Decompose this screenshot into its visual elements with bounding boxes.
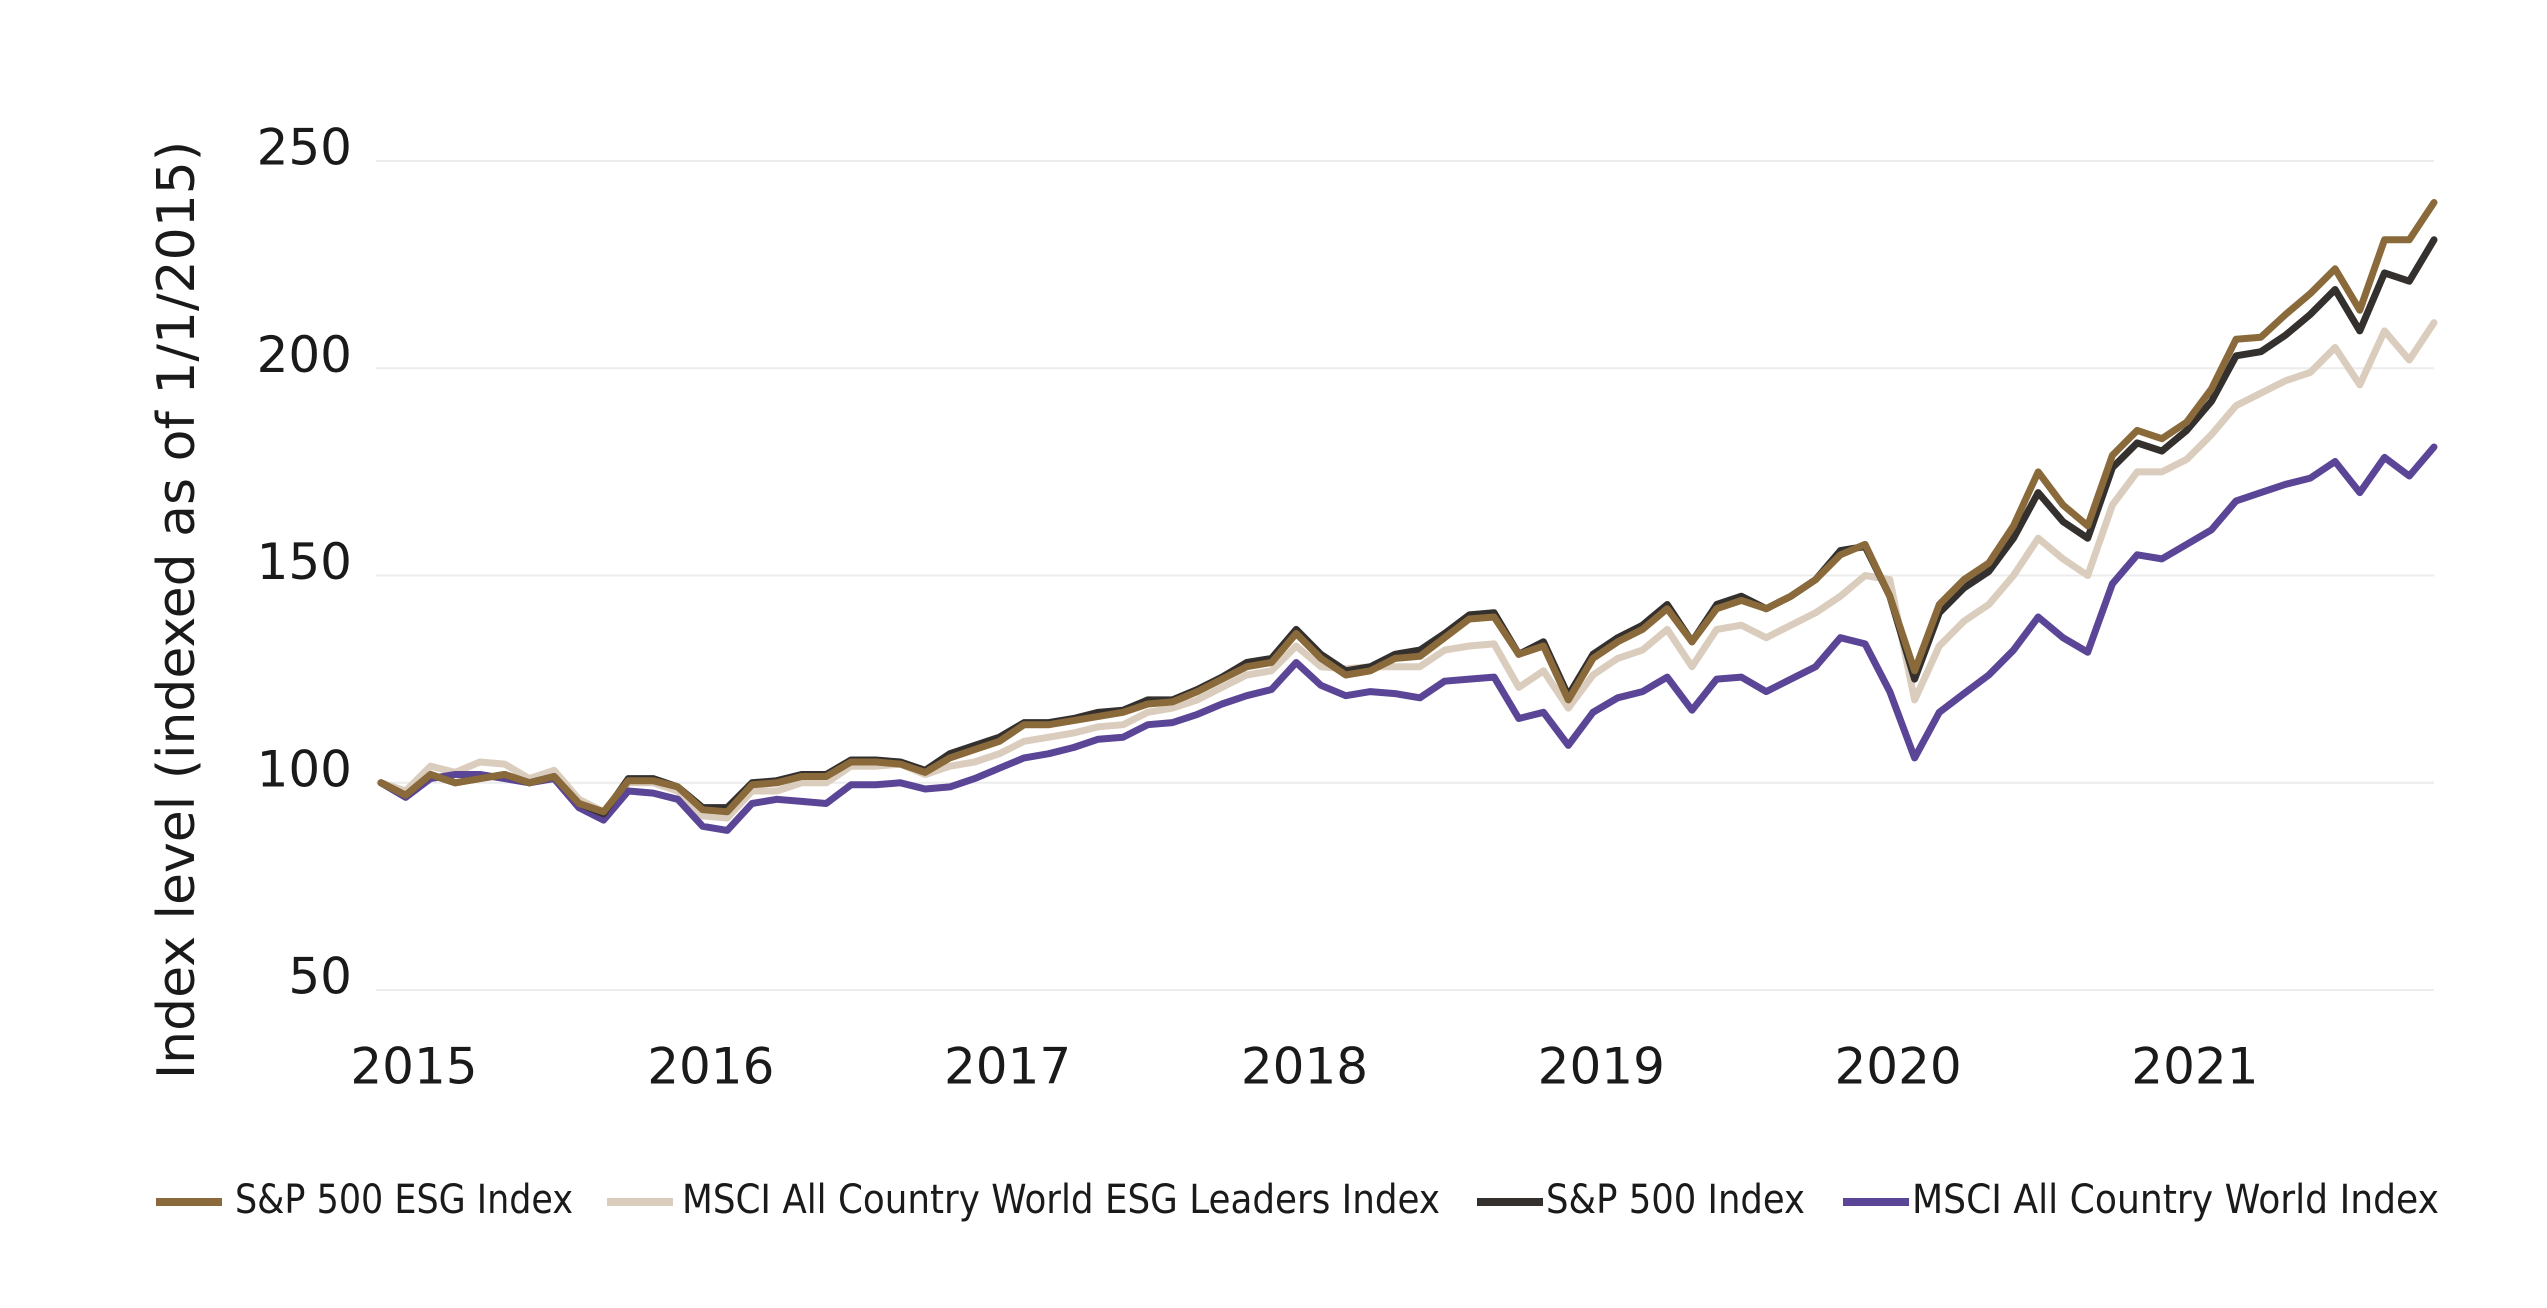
legend-label: S&P 500 ESG Index xyxy=(235,1177,573,1223)
x-tick-label: 2017 xyxy=(944,1038,1071,1096)
y-tick-label: 100 xyxy=(257,740,352,798)
series-line xyxy=(377,443,2438,834)
y-tick-label: 200 xyxy=(257,326,352,384)
x-tick-label: 2020 xyxy=(1834,1038,1961,1096)
legend-label: MSCI All Country World Index xyxy=(1912,1177,2439,1223)
x-tick-label: 2016 xyxy=(647,1038,774,1096)
x-tick-label: 2021 xyxy=(2131,1038,2258,1096)
y-tick-label: 50 xyxy=(288,948,352,1006)
series-line xyxy=(377,199,2438,816)
y-tick-label: 250 xyxy=(257,119,352,177)
legend-label: S&P 500 Index xyxy=(1546,1177,1805,1223)
x-tick-label: 2018 xyxy=(1241,1038,1368,1096)
series-line xyxy=(377,319,2438,822)
series-line xyxy=(377,236,2438,818)
x-tick-label: 2015 xyxy=(350,1038,477,1096)
legend-label: MSCI All Country World ESG Leaders Index xyxy=(682,1177,1440,1223)
y-tick-label: 150 xyxy=(257,533,352,591)
y-axis-label: Index level (indexed as of 1/1/2015) xyxy=(147,141,207,1079)
x-tick-label: 2019 xyxy=(1538,1038,1665,1096)
